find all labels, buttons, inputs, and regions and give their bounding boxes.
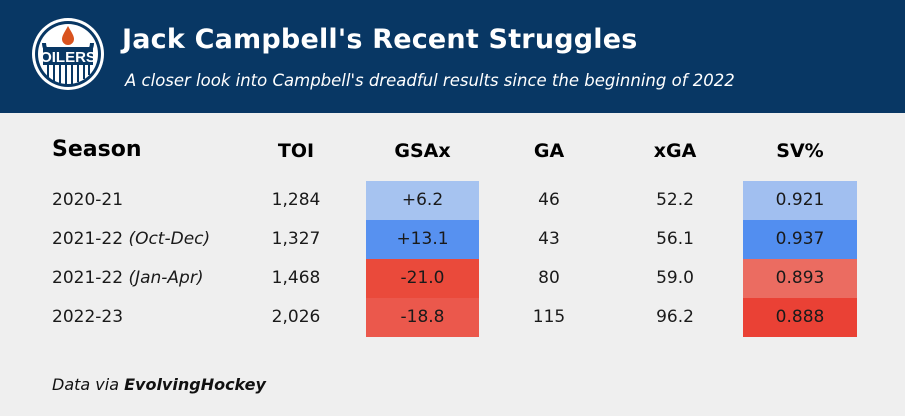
sv-pct-cell: 0.921 bbox=[743, 181, 857, 220]
sv-pct-cell: 0.937 bbox=[743, 220, 857, 259]
sv-pct-cell: 0.888 bbox=[743, 298, 857, 337]
season-label: 2021-22 bbox=[52, 229, 124, 249]
column-header-season: Season bbox=[52, 137, 142, 162]
xga-cell: 56.1 bbox=[656, 229, 694, 249]
ga-cell: 43 bbox=[538, 229, 560, 249]
column-header-toi: TOI bbox=[277, 140, 315, 162]
column-header-ga: GA bbox=[533, 140, 565, 162]
season-cell: 2020-21 bbox=[52, 181, 123, 220]
season-cell: 2021-22 (Oct-Dec) bbox=[52, 220, 210, 259]
ga-cell: 115 bbox=[532, 307, 566, 327]
gsax-cell: -21.0 bbox=[366, 259, 479, 298]
column-header-sv-pct: SV% bbox=[776, 140, 824, 162]
svg-text:OILERS: OILERS bbox=[40, 49, 96, 66]
gsax-cell: +6.2 bbox=[366, 181, 479, 220]
toi-cell: 1,284 bbox=[271, 190, 321, 210]
toi-cell: 1,468 bbox=[271, 268, 321, 288]
source-note: Data via EvolvingHockey bbox=[52, 375, 266, 394]
season-note: (Oct-Dec) bbox=[128, 229, 211, 249]
season-label: 2021-22 bbox=[52, 268, 124, 288]
xga-cell: 96.2 bbox=[656, 307, 694, 327]
season-note: (Jan-Apr) bbox=[128, 268, 204, 288]
toi-cell: 2,026 bbox=[271, 307, 321, 327]
xga-cell: 59.0 bbox=[656, 268, 694, 288]
ga-cell: 80 bbox=[538, 268, 560, 288]
column-header-gsax: GSAx bbox=[394, 140, 451, 162]
chart-title: Jack Campbell's Recent Struggles bbox=[122, 24, 638, 55]
season-label: 2020-21 bbox=[52, 190, 124, 210]
header-banner: OILERS Jack Campbell's Recent Struggles … bbox=[0, 0, 905, 113]
gsax-cell: +13.1 bbox=[366, 220, 479, 259]
source-prefix: Data via bbox=[52, 375, 125, 394]
sv-pct-cell: 0.893 bbox=[743, 259, 857, 298]
xga-cell: 52.2 bbox=[656, 190, 694, 210]
season-cell: 2022-23 bbox=[52, 298, 123, 337]
ga-cell: 46 bbox=[538, 190, 560, 210]
season-cell: 2021-22 (Jan-Apr) bbox=[52, 259, 203, 298]
source-name: EvolvingHockey bbox=[124, 375, 266, 394]
season-label: 2022-23 bbox=[52, 307, 124, 327]
chart-subtitle: A closer look into Campbell's dreadful r… bbox=[125, 71, 735, 90]
gsax-cell: -18.8 bbox=[366, 298, 479, 337]
column-header-xga: xGA bbox=[653, 140, 697, 162]
oilers-logo-icon: OILERS bbox=[32, 18, 104, 90]
toi-cell: 1,327 bbox=[271, 229, 321, 249]
